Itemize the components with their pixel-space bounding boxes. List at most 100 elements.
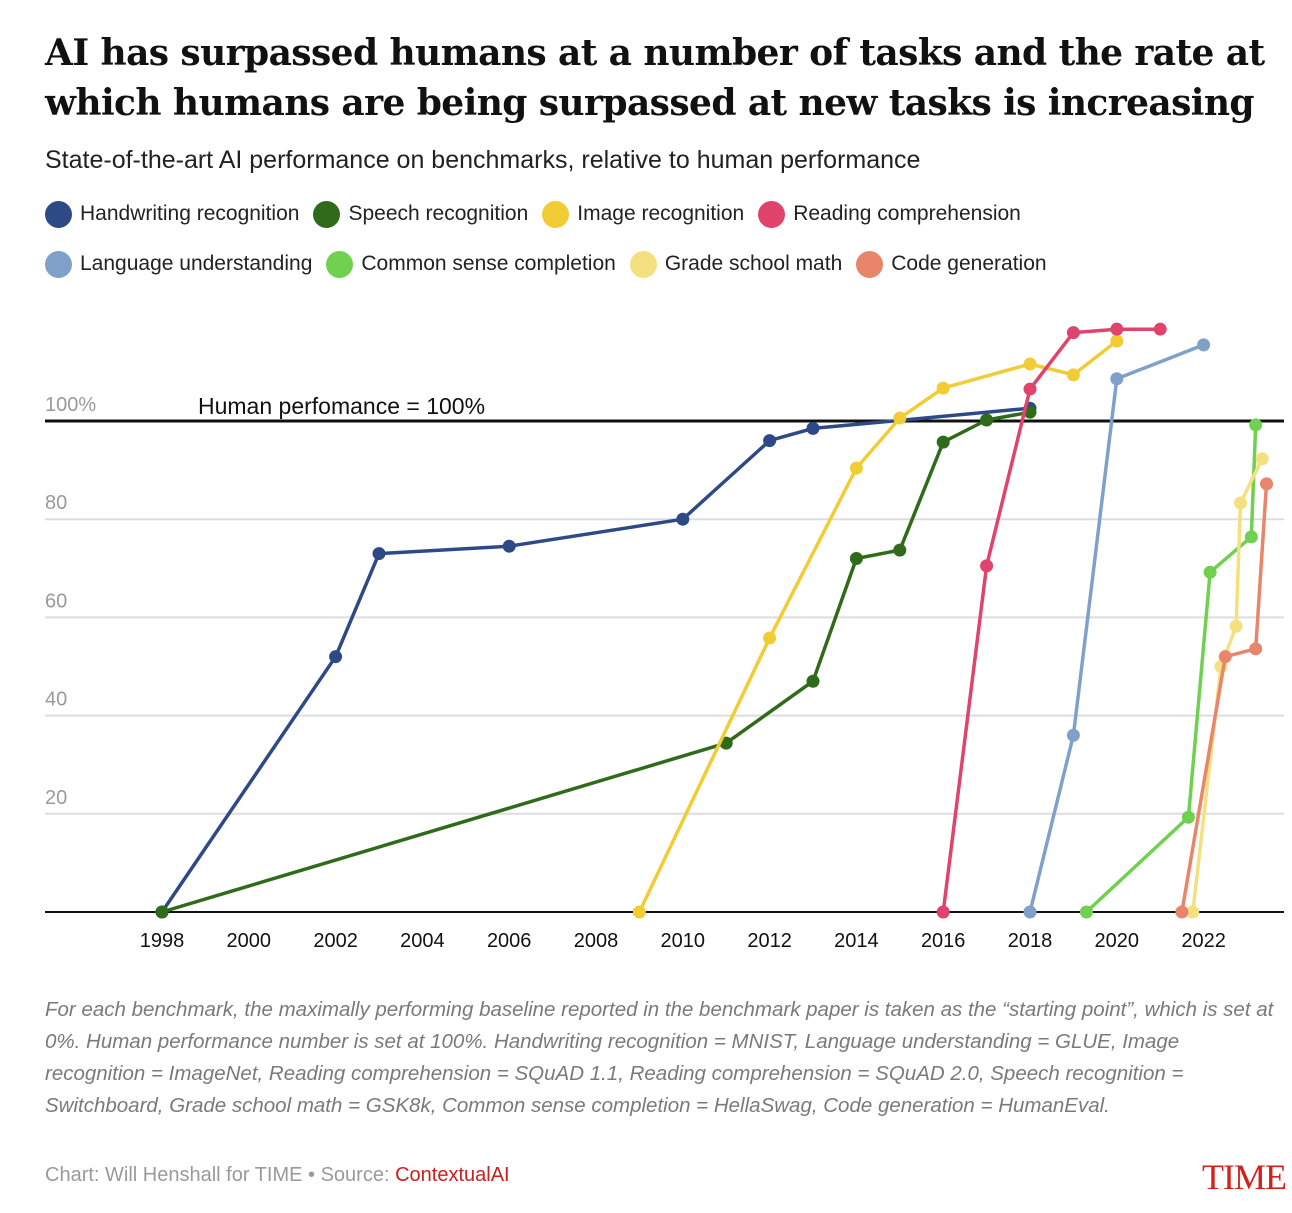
legend-item-handwriting: Handwriting recognition — [45, 200, 300, 228]
x-tick-label: 2004 — [400, 930, 445, 952]
human-performance-label: Human perfomance = 100% — [198, 393, 485, 419]
y-tick-label: 40 — [45, 689, 67, 711]
series-line — [160, 406, 1031, 913]
data-point — [1233, 496, 1247, 510]
chart-subtitle: State-of-the-art AI performance on bench… — [45, 146, 921, 174]
series-common-sense-completion — [1079, 418, 1263, 919]
legend-item-reading: Reading comprehension — [758, 200, 1021, 228]
source-link[interactable]: ContextualAI — [395, 1164, 510, 1186]
data-point — [632, 905, 646, 919]
data-point — [893, 543, 907, 557]
data-point — [1249, 418, 1263, 432]
legend-swatch — [313, 200, 341, 228]
data-point — [763, 631, 777, 645]
x-tick-label: 1998 — [140, 930, 185, 952]
x-tick-label: 2006 — [487, 930, 532, 952]
data-point — [1249, 642, 1263, 656]
legend-item-language: Language understanding — [45, 250, 313, 278]
series-image-recognition — [632, 334, 1124, 919]
data-point — [763, 434, 777, 448]
data-point — [1023, 905, 1037, 919]
data-point — [1110, 322, 1124, 336]
series-reading-comprehension — [936, 322, 1167, 919]
x-tick-label: 2022 — [1181, 930, 1226, 952]
data-point — [980, 413, 994, 427]
legend-swatch — [758, 200, 786, 228]
data-point — [1110, 334, 1124, 348]
data-point — [849, 461, 863, 475]
legend-label: Grade school math — [664, 252, 843, 275]
series-language-understanding — [1023, 338, 1211, 919]
data-point — [1110, 372, 1124, 386]
legend-item-grade-school-math: Grade school math — [629, 250, 843, 278]
data-point — [1197, 338, 1211, 352]
data-point — [329, 650, 343, 664]
data-point — [936, 435, 950, 449]
legend-item-speech: Speech recognition — [313, 200, 528, 228]
legend-row: Handwriting recognition Speech recogniti… — [45, 196, 1265, 232]
x-tick-label: 2012 — [747, 930, 792, 952]
legend-swatch — [326, 250, 354, 278]
data-point — [893, 411, 907, 425]
data-point — [1079, 905, 1093, 919]
x-tick-label: 2000 — [227, 930, 272, 952]
legend-label: Handwriting recognition — [80, 202, 300, 225]
data-point — [676, 512, 690, 526]
methodology-note: For each benchmark, the maximally perfor… — [45, 998, 1274, 1117]
legend-swatch — [45, 250, 72, 278]
series-code-generation — [1175, 477, 1274, 919]
data-point — [1244, 530, 1258, 544]
data-point — [1181, 810, 1195, 824]
credit-line: Chart: Will Henshall for TIME • Source: … — [45, 1164, 510, 1187]
legend-row: Language understanding Common sense comp… — [45, 246, 1265, 282]
data-point — [1260, 477, 1274, 491]
legend-item-common-sense: Common sense completion — [326, 250, 616, 278]
x-tick-label: 2014 — [834, 930, 879, 952]
series-line — [1028, 343, 1205, 913]
legend-swatch — [542, 200, 570, 228]
x-axis-ticks: 1998 2000 2002 2004 2006 2008 2010 2012 2014 2016… — [140, 930, 1226, 952]
x-tick-label: 2018 — [1008, 930, 1053, 952]
legend: Handwriting recognition Speech recogniti… — [45, 196, 1265, 296]
gridlines — [45, 518, 1284, 815]
data-point — [1153, 322, 1167, 336]
y-axis-ticks: 20 40 60 80 100% — [45, 394, 96, 809]
series-handwriting-recognition — [155, 401, 1037, 919]
data-point — [155, 905, 169, 919]
x-tick-label: 2010 — [661, 930, 706, 952]
legend-swatch — [856, 250, 884, 278]
series-line — [1180, 483, 1269, 913]
data-point — [1023, 357, 1037, 371]
series-group — [155, 322, 1274, 919]
data-point — [1255, 452, 1269, 466]
y-tick-label: 100% — [45, 394, 96, 416]
legend-label: Reading comprehension — [793, 202, 1021, 225]
data-point — [502, 539, 516, 553]
x-tick-label: 2016 — [921, 930, 966, 952]
legend-swatch — [45, 200, 72, 228]
series-line — [941, 327, 1161, 913]
legend-item-code-generation: Code generation — [856, 250, 1047, 278]
legend-swatch — [629, 250, 657, 278]
chart-title: AI has surpassed humans at a number of t… — [45, 32, 1265, 124]
data-point — [980, 559, 994, 573]
data-point — [936, 381, 950, 395]
data-point — [806, 674, 820, 688]
data-point — [1186, 905, 1200, 919]
x-tick-label: 2020 — [1095, 930, 1140, 952]
data-point — [849, 551, 863, 565]
legend-label: Common sense completion — [361, 252, 616, 275]
legend-item-image: Image recognition — [542, 200, 744, 228]
legend-label: Language understanding — [80, 252, 313, 275]
credit-text: Chart: Will Henshall for TIME • Source: — [45, 1164, 396, 1186]
time-logo: TIME — [1202, 1157, 1287, 1197]
y-tick-label: 80 — [45, 492, 67, 514]
series-line — [637, 339, 1118, 913]
data-point — [806, 421, 820, 435]
x-tick-label: 2008 — [574, 930, 619, 952]
y-tick-label: 60 — [45, 590, 67, 612]
x-tick-label: 2002 — [313, 930, 358, 952]
series-line — [1085, 424, 1258, 914]
series-speech-recognition — [155, 405, 1037, 919]
data-point — [1066, 368, 1080, 382]
